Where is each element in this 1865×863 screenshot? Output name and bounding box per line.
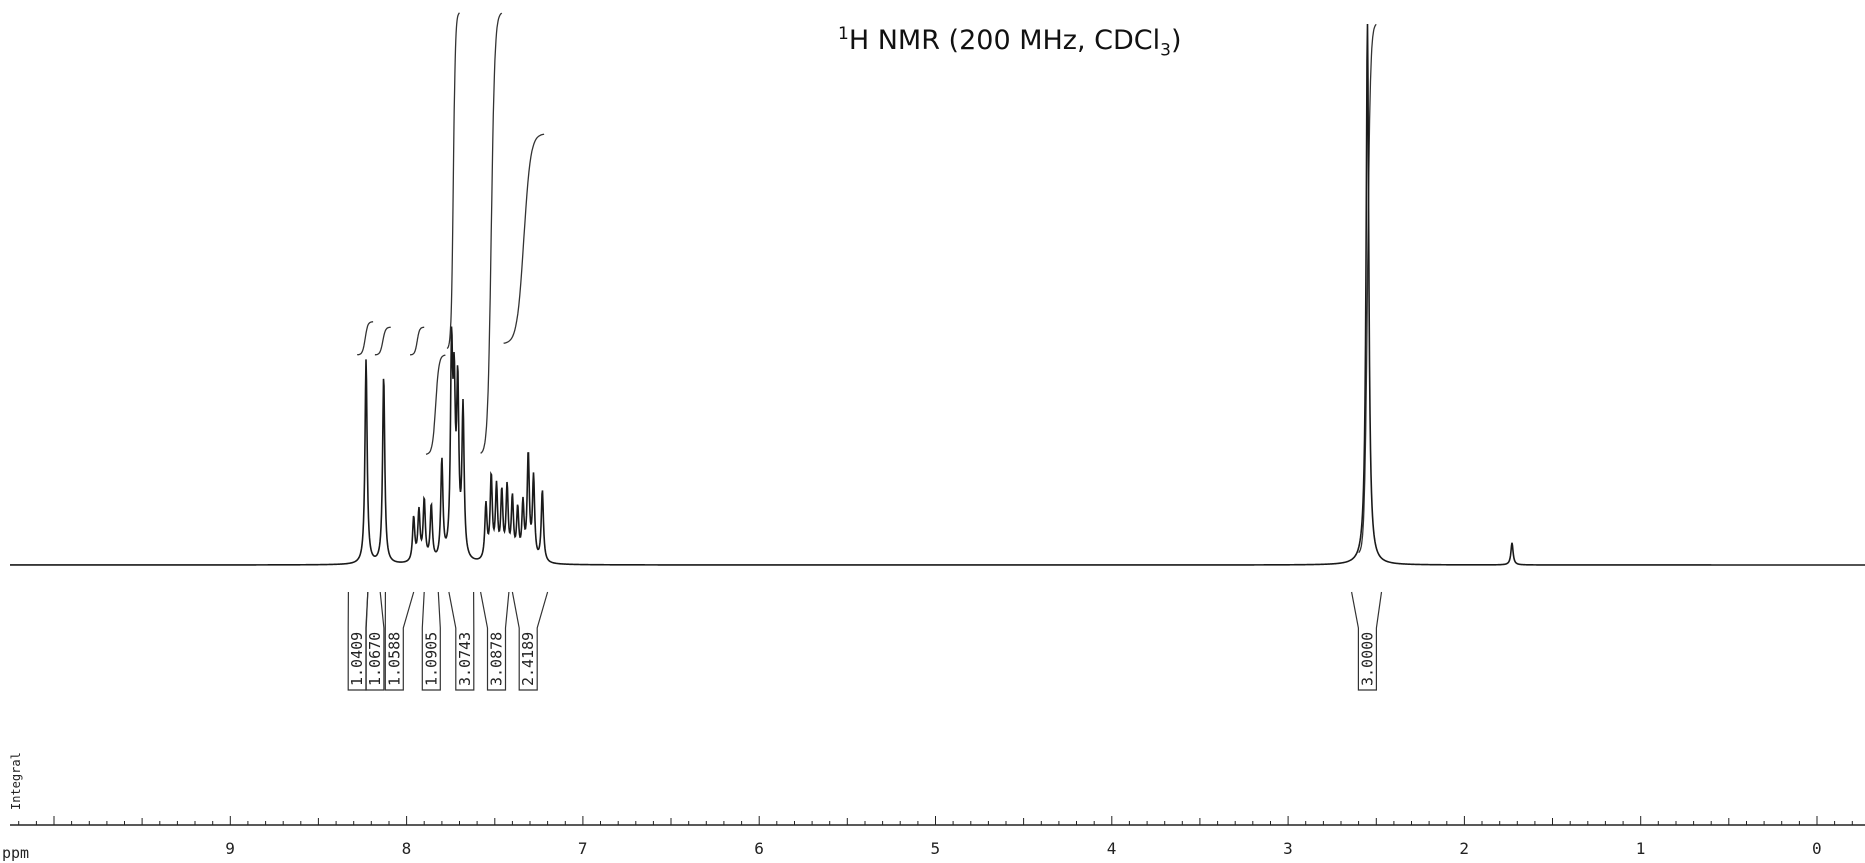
integral-value-7: 2.4189 (519, 632, 537, 686)
integral-curve-4 (425, 354, 446, 455)
integral-curve-3 (410, 326, 425, 356)
integral-bracket-6 (480, 591, 510, 691)
integral-bracket-8 (1351, 591, 1383, 691)
integral-curve-5 (446, 12, 460, 350)
x-axis-label: ppm (2, 844, 29, 862)
integral-curve-7 (503, 133, 545, 344)
integral-boxes: 1.0409 1.0670 1.0588 1.0905 3.0743 3.0878 2.41… (347, 591, 1383, 691)
integral-value-6: 3.0878 (488, 632, 506, 686)
x-tick-label-6: 6 (754, 839, 764, 858)
x-axis-ticks: 9 8 7 6 5 4 3 2 1 0 (18, 816, 1853, 858)
chart-title: 1H NMR (200 MHz, CDCl3) (838, 24, 1182, 60)
x-tick-label-9: 9 (225, 839, 235, 858)
integral-curve-1 (357, 321, 374, 356)
x-tick-label-0: 0 (1812, 839, 1822, 858)
title-superscript: 1 (838, 24, 849, 44)
integral-value-5: 3.0743 (456, 632, 474, 686)
title-end: ) (1170, 25, 1182, 56)
integral-bracket-7 (511, 591, 549, 691)
integral-value-2: 1.0670 (366, 632, 384, 686)
integral-value-4: 1.0905 (422, 632, 440, 686)
x-tick-label-7: 7 (578, 839, 588, 858)
integral-bracket-5 (448, 591, 475, 691)
integral-value-1: 1.0409 (348, 632, 366, 686)
integral-value-8: 3.0000 (1358, 632, 1376, 686)
integral-curve-8 (1358, 23, 1377, 554)
spectrum-trace (10, 23, 1865, 566)
title-subscript: 3 (1160, 40, 1171, 61)
integral-curve-2 (374, 326, 391, 356)
integral-bracket-4 (421, 591, 441, 691)
integral-bracket-2 (365, 591, 385, 691)
integral-curve-6 (480, 12, 503, 454)
integral-axis-label: Integral (9, 752, 23, 810)
x-tick-label-5: 5 (931, 839, 941, 858)
x-tick-label-1: 1 (1636, 839, 1646, 858)
x-tick-label-4: 4 (1107, 839, 1117, 858)
x-tick-label-2: 2 (1459, 839, 1469, 858)
x-tick-label-3: 3 (1283, 839, 1293, 858)
integral-bracket-3 (384, 591, 415, 691)
integral-curves (357, 12, 1377, 554)
title-main: H NMR (200 MHz, CDCl (848, 25, 1161, 56)
integral-value-3: 1.0588 (385, 632, 403, 686)
x-tick-label-8: 8 (402, 839, 412, 858)
